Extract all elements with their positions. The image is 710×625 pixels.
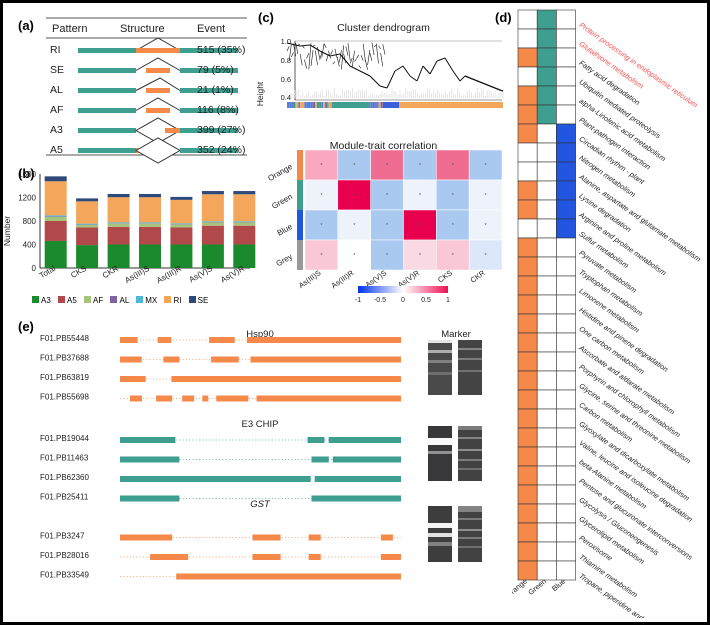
svg-text:F01.PB19044: F01.PB19044: [40, 434, 89, 443]
svg-text:F01.PB55448: F01.PB55448: [40, 334, 89, 343]
svg-text:F01.PB62360: F01.PB62360: [40, 473, 89, 482]
svg-text:F01.PB55698: F01.PB55698: [40, 393, 89, 402]
svg-text:E3 CHIP: E3 CHIP: [242, 419, 279, 430]
svg-text:A5: A5: [50, 144, 63, 156]
svg-text:352 (24%): 352 (24%): [197, 144, 245, 156]
svg-text:515 (35%): 515 (35%): [197, 44, 245, 56]
svg-text:CKS: CKS: [436, 268, 454, 284]
svg-text:Event: Event: [197, 23, 225, 35]
svg-text:CKR: CKR: [469, 268, 488, 285]
svg-text:21 (1%): 21 (1%): [197, 84, 234, 96]
svg-text:GST: GST: [250, 499, 271, 510]
svg-text:F01.PB3247: F01.PB3247: [40, 532, 85, 541]
svg-text:Pattern: Pattern: [52, 23, 87, 35]
svg-text:0.4: 0.4: [281, 93, 291, 102]
svg-text:Green: Green: [270, 192, 294, 211]
svg-text:F01.PB28016: F01.PB28016: [40, 551, 89, 560]
svg-text:0.6: 0.6: [281, 75, 291, 84]
svg-text:Tropane, piperidine and pyridi: Tropane, piperidine and pyridine alkaloi…: [577, 571, 710, 618]
svg-text:F01.PB33549: F01.PB33549: [40, 571, 89, 580]
svg-text:0: 0: [401, 297, 405, 304]
svg-text:0.5: 0.5: [421, 297, 431, 304]
svg-text:AL: AL: [50, 84, 63, 96]
svg-text:SE: SE: [50, 64, 64, 76]
svg-text:AF: AF: [50, 104, 63, 116]
svg-text:-0.5: -0.5: [374, 297, 386, 304]
svg-text:Blue: Blue: [276, 222, 295, 238]
svg-text:As(III)S: As(III)S: [297, 268, 323, 290]
svg-text:Grey: Grey: [274, 252, 294, 268]
svg-text:F01.PB25411: F01.PB25411: [40, 493, 89, 502]
svg-text:Height: Height: [255, 81, 265, 106]
svg-text:F01.PB37688: F01.PB37688: [40, 354, 89, 363]
svg-text:79 (5%): 79 (5%): [197, 64, 234, 76]
svg-text:1200: 1200: [18, 194, 36, 203]
svg-text:As(III)R: As(III)R: [329, 268, 355, 290]
svg-text:1: 1: [446, 297, 450, 304]
svg-text:1.0: 1.0: [281, 37, 291, 46]
svg-text:F01.PB63819: F01.PB63819: [40, 373, 89, 382]
svg-text:A3: A3: [50, 124, 63, 136]
svg-text:0: 0: [32, 264, 37, 273]
svg-text:800: 800: [23, 217, 37, 226]
svg-text:-1: -1: [355, 297, 361, 304]
svg-text:Number: Number: [2, 216, 12, 246]
svg-text:1600: 1600: [18, 170, 36, 179]
svg-text:Structure: Structure: [120, 23, 165, 35]
svg-text:F01.PB11463: F01.PB11463: [40, 454, 89, 463]
svg-text:399 (27%): 399 (27%): [197, 124, 245, 136]
svg-text:400: 400: [23, 241, 37, 250]
svg-text:Orange: Orange: [266, 162, 294, 183]
svg-text:RI: RI: [50, 44, 61, 56]
svg-text:Marker: Marker: [441, 329, 471, 340]
svg-text:116 (8%): 116 (8%): [197, 104, 239, 116]
